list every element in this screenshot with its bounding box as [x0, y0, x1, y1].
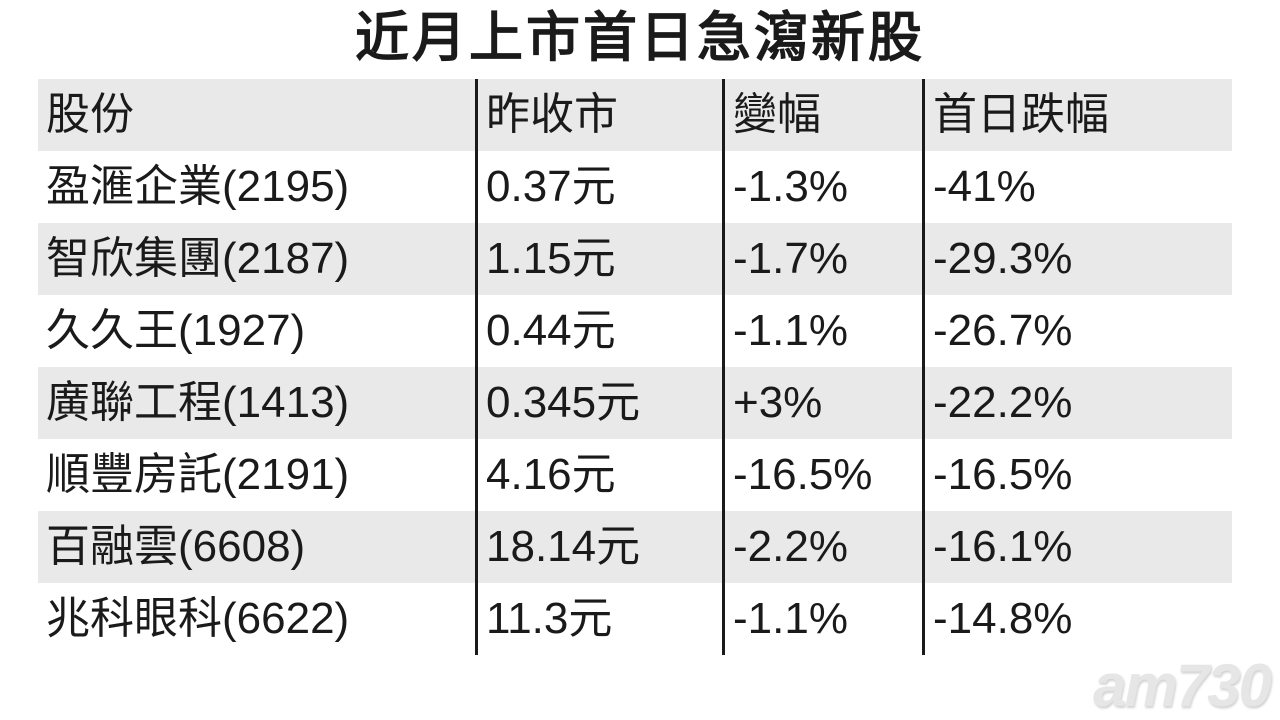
- change-cell: -1.1%: [722, 295, 922, 367]
- table-row: 百融雲(6608) 18.14元 -2.2% -16.1%: [38, 511, 1232, 583]
- stock-name-cell: 廣聯工程(1413): [46, 378, 350, 427]
- first-day-drop-cell: -22.2%: [922, 367, 1232, 439]
- stock-name-cell: 百融雲(6608): [46, 522, 306, 571]
- change-cell: +3%: [722, 367, 922, 439]
- first-day-drop-cell: -16.5%: [922, 439, 1232, 511]
- change-cell: -2.2%: [722, 511, 922, 583]
- change-cell: -16.5%: [722, 439, 922, 511]
- column-header-change: 變幅: [722, 79, 922, 151]
- first-day-drop-cell: -26.7%: [922, 295, 1232, 367]
- table-row: 兆科眼科(6622) 11.3元 -1.1% -14.8%: [38, 583, 1232, 655]
- stock-name-cell: 久久王(1927): [46, 306, 306, 355]
- table-header-row: 股份 昨收市 變幅 首日跌幅: [38, 79, 1232, 151]
- stock-name-cell: 順豐房託(2191): [46, 450, 350, 499]
- column-header-first-day-drop: 首日跌幅: [922, 79, 1232, 151]
- close-price-cell: 0.44元: [475, 295, 722, 367]
- change-cell: -1.3%: [722, 151, 922, 223]
- first-day-drop-cell: -14.8%: [922, 583, 1232, 655]
- table-row: 久久王(1927) 0.44元 -1.1% -26.7%: [38, 295, 1232, 367]
- table-row: 盈滙企業(2195) 0.37元 -1.3% -41%: [38, 151, 1232, 223]
- column-header-stock: 股份: [46, 90, 134, 139]
- first-day-drop-cell: -16.1%: [922, 511, 1232, 583]
- change-cell: -1.7%: [722, 223, 922, 295]
- close-price-cell: 11.3元: [475, 583, 722, 655]
- stock-name-cell: 智欣集團(2187): [46, 234, 350, 283]
- table-row: 廣聯工程(1413) 0.345元 +3% -22.2%: [38, 367, 1232, 439]
- column-header-close: 昨收市: [475, 79, 722, 151]
- am730-logo: am730: [1093, 652, 1272, 719]
- ipo-drop-table: 股份 昨收市 變幅 首日跌幅 盈滙企業(2195) 0.37元 -1.3% -4…: [38, 79, 1232, 655]
- close-price-cell: 4.16元: [475, 439, 722, 511]
- close-price-cell: 1.15元: [475, 223, 722, 295]
- stock-name-cell: 兆科眼科(6622): [46, 594, 350, 643]
- stock-name-cell: 盈滙企業(2195): [46, 162, 350, 211]
- close-price-cell: 18.14元: [475, 511, 722, 583]
- table-row: 智欣集團(2187) 1.15元 -1.7% -29.3%: [38, 223, 1232, 295]
- change-cell: -1.1%: [722, 583, 922, 655]
- close-price-cell: 0.345元: [475, 367, 722, 439]
- first-day-drop-cell: -41%: [922, 151, 1232, 223]
- page-title: 近月上市首日急瀉新股: [355, 8, 925, 68]
- close-price-cell: 0.37元: [475, 151, 722, 223]
- table-row: 順豐房託(2191) 4.16元 -16.5% -16.5%: [38, 439, 1232, 511]
- first-day-drop-cell: -29.3%: [922, 223, 1232, 295]
